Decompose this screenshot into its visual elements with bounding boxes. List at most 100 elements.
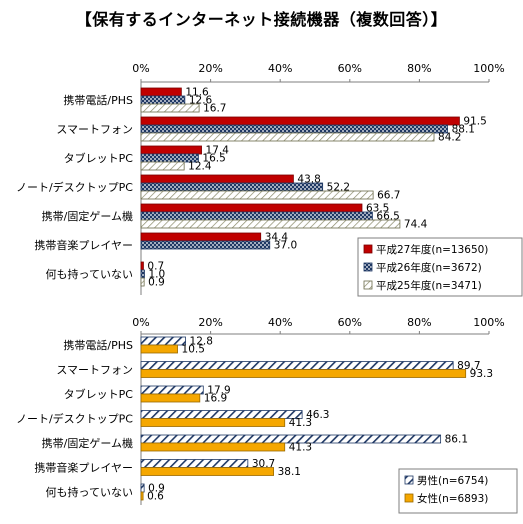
value-label: 74.4 [404,219,428,231]
category-label: 携帯音楽プレイヤー [34,461,133,475]
category-label: タブレットPC [64,387,134,401]
value-label: 93.3 [470,368,493,380]
tick-label: 80% [407,316,431,329]
value-label: 12.6 [189,95,213,107]
value-label: 88.1 [452,124,475,136]
legend-label: 平成27年度(n=13650) [376,243,488,256]
bar [140,190,374,200]
value-label: 89.7 [457,360,480,372]
value-label: 41.3 [289,417,312,429]
bar [140,336,186,346]
legend-label: 男性(n=6754) [417,474,488,487]
legend: 男性(n=6754) 女性(n=6893) [398,468,518,514]
bar [140,145,202,155]
legend-box [398,468,518,514]
bar [140,261,144,271]
bar [140,344,178,354]
value-label: 12.4 [188,161,212,173]
bar [140,87,182,97]
bar [140,361,454,370]
value-label: 1.0 [148,269,165,281]
value-label: 38.1 [278,466,301,478]
bar [140,483,145,493]
value-label: 0.7 [147,261,164,273]
value-label: 46.3 [306,409,329,421]
value-label: 11.6 [185,87,209,99]
tick-label: 100% [473,316,504,329]
value-label: 12.8 [190,336,213,348]
bar [140,103,200,113]
value-label: 63.5 [366,203,389,215]
value-label: 91.5 [463,116,486,128]
tick-label: 60% [338,316,362,329]
tick-label: 60% [338,62,362,75]
value-label: 0.6 [147,491,164,503]
value-label: 34.4 [265,232,289,244]
category-label: 携帯/固定ゲーム機 [42,209,133,223]
bar [140,410,303,419]
legend-swatch [363,262,373,272]
bar [140,182,324,192]
bar [140,277,145,287]
bar [140,124,448,134]
bar [140,95,186,105]
value-label: 43.8 [297,174,320,186]
bar [140,434,442,444]
bar [140,269,145,279]
tick-label: 80% [407,62,431,75]
tick-label: 20% [198,316,222,329]
category-label: タブレットPC [64,151,134,165]
legend-label: 女性(n=6893) [417,492,488,505]
bar [140,232,262,242]
category-label: ノート/デスクトップPC [16,412,133,426]
bar [140,211,373,221]
bar [140,491,144,501]
value-label: 17.4 [206,145,230,157]
page-title: 【保有するインターネット接続機器（複数回答）】 [75,10,448,29]
category-label: 携帯電話/PHS [63,93,133,107]
value-label: 16.7 [203,103,226,115]
tick-label: 40% [268,62,292,75]
value-label: 41.3 [289,442,312,454]
bar [140,467,274,476]
legend-swatch [363,280,373,290]
value-label: 0.9 [148,483,165,495]
value-label: 0.9 [148,277,165,289]
value-label: 84.2 [438,132,461,144]
category-label: 携帯電話/PHS [63,338,133,352]
chart-1: 0% 20% 40% 60% 80% 100% 携帯電話/PHS 11.612.616.7 スマ… [16,62,523,297]
bar [140,385,204,395]
bar [140,240,271,250]
value-label: 86.1 [445,434,468,446]
bar [140,132,435,142]
value-label: 16.9 [204,393,227,405]
bar [140,161,185,171]
category-label: 何も持っていない [46,485,133,499]
tick-label: 100% [473,62,504,75]
legend-label: 平成25年度(n=3471) [376,279,482,292]
bar [140,418,286,427]
value-label: 10.5 [182,344,205,356]
value-label: 37.0 [274,240,297,252]
bar [140,219,401,229]
value-label: 17.9 [207,385,230,397]
bar [140,393,201,403]
legend-swatch [404,493,414,503]
value-label: 66.5 [376,211,399,223]
bar [140,203,363,213]
legend-label: 平成26年度(n=3672) [376,261,482,274]
category-label: スマートフォン [56,364,133,377]
legend-box [357,237,523,297]
category-label: 携帯/固定ゲーム機 [42,436,133,450]
bar [140,116,460,126]
value-label: 30.7 [252,458,275,470]
bar [140,174,294,184]
category-label: スマートフォン [56,123,133,136]
category-label: ノート/デスクトップPC [16,180,133,194]
legend-swatch [363,244,373,254]
value-label: 16.5 [202,153,225,165]
category-label: 携帯音楽プレイヤー [34,238,133,252]
category-label: 何も持っていない [46,267,133,281]
tick-label: 20% [198,62,222,75]
